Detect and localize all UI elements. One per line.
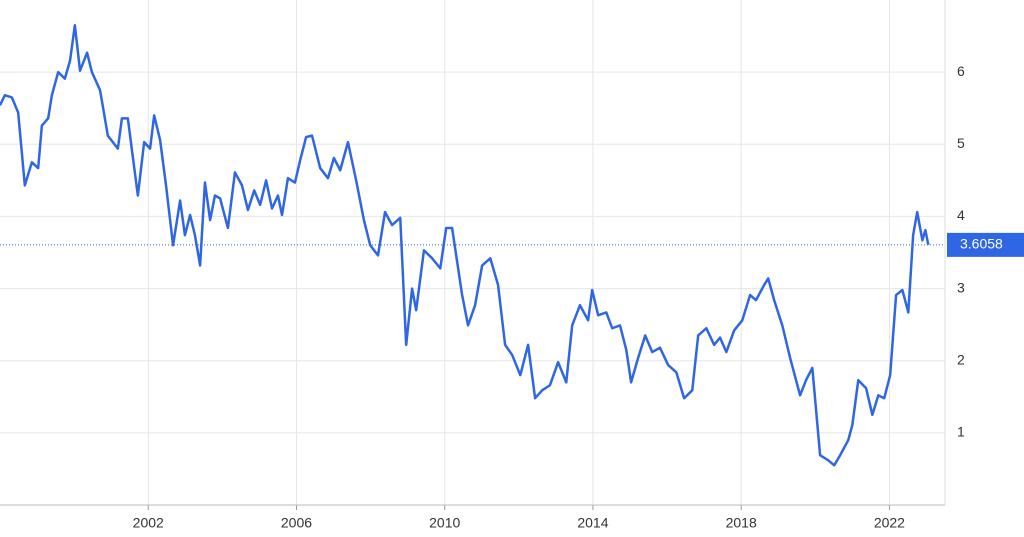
- x-tick-label: 2022: [874, 515, 905, 531]
- x-tick-label: 2014: [577, 515, 608, 531]
- y-tick-label: 6: [957, 63, 965, 79]
- y-tick-label: 4: [957, 207, 965, 223]
- y-tick-label: 5: [957, 135, 965, 151]
- y-tick-label: 1: [957, 424, 965, 440]
- x-tick-label: 2006: [281, 515, 312, 531]
- x-tick-label: 2002: [133, 515, 164, 531]
- last-value-box: [947, 232, 1024, 257]
- x-tick-label: 2018: [726, 515, 757, 531]
- x-tick-label: 2010: [429, 515, 460, 531]
- y-tick-label: 3: [957, 279, 965, 295]
- y-tick-label: 2: [957, 351, 965, 367]
- line-series: [0, 24, 930, 467]
- last-value-label: 3.6058: [960, 236, 1003, 252]
